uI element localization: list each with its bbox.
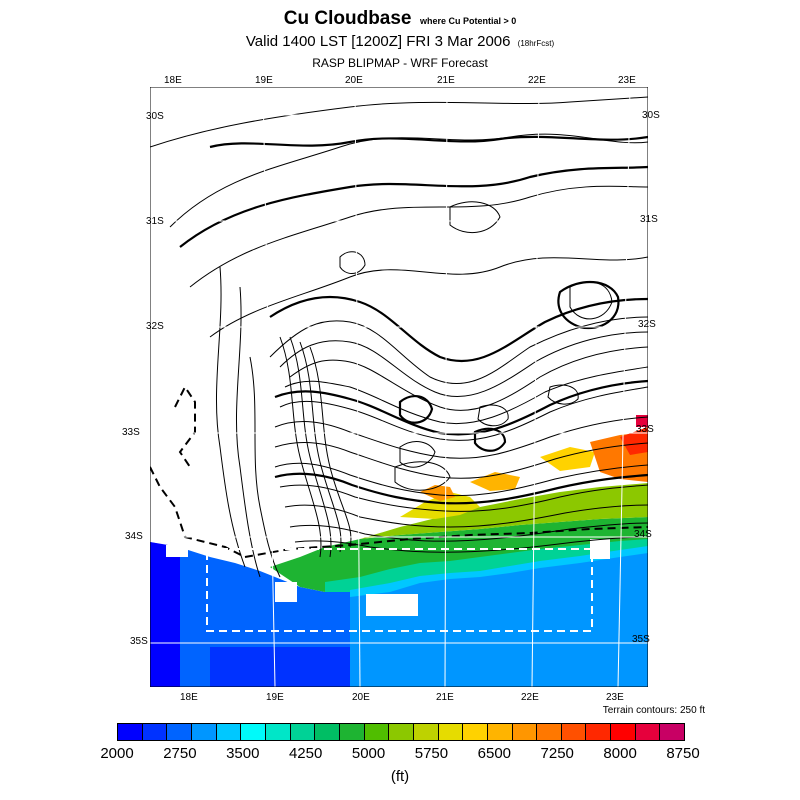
colorbar-tick-label: 2000 [100, 745, 134, 762]
colorbar-swatch-20 [611, 724, 636, 740]
yellow-patch [400, 492, 480, 519]
chart-title: Cu Cloudbase [283, 8, 412, 29]
colorbar-swatch-2 [167, 724, 192, 740]
no-data-cell-2 [275, 582, 297, 602]
colorbar-swatch-15 [487, 724, 513, 740]
colorbar-swatch-9 [339, 724, 365, 740]
colorbar-tick-label: 7250 [540, 745, 574, 762]
colorbar-tick-label: 5750 [414, 745, 449, 762]
colorbar-tick-label: 8000 [603, 745, 637, 762]
ocean-deep [150, 542, 180, 687]
lat-label-left-33s: 33S [122, 427, 140, 438]
colorbar-swatch-4 [216, 724, 242, 740]
lat-label-left-32s: 32S [146, 321, 164, 332]
colorbar-swatch-1 [142, 724, 168, 740]
yellow-green-patch [360, 483, 648, 539]
orange-patch-2 [470, 472, 520, 491]
colorbar-swatch-0 [118, 724, 143, 740]
green-light-band [325, 539, 648, 592]
lon-label-top-19e: 19E [255, 75, 273, 86]
lon-label-top-18e: 18E [164, 75, 182, 86]
mountain-contours [216, 201, 613, 578]
red-patch [620, 427, 648, 455]
colorbar-swatch-16 [512, 724, 538, 740]
valid-time-line: Valid 1400 LST [1200Z] FRI 3 Mar 2006 (1… [0, 33, 800, 50]
lat-label-right-34s: 34S [634, 529, 652, 540]
colorbar-swatch-14 [463, 724, 488, 740]
lon-label-top-21e: 21E [437, 75, 455, 86]
chart-title-suffix: where Cu Potential > 0 [419, 16, 517, 26]
terrain-contour-note: Terrain contours: 250 ft [602, 705, 705, 716]
lat-label-right-30s: 30S [642, 110, 660, 121]
no-data-cell-3 [166, 545, 188, 557]
colorbar-swatch-13 [438, 724, 464, 740]
colorbar-swatch-19 [586, 724, 612, 740]
colorbar-swatch-8 [315, 724, 340, 740]
orange-patch-3 [540, 447, 595, 471]
lon-label-bottom-23e: 23E [606, 692, 624, 703]
colorbar [117, 723, 685, 741]
colorbar-tick-label: 5000 [351, 745, 386, 762]
colorbar-swatch-18 [561, 724, 587, 740]
colorbar-swatch-5 [241, 724, 266, 740]
lon-label-bottom-20e: 20E [352, 692, 370, 703]
chart-title-block: Cu Cloudbase where Cu Potential > 0 [0, 8, 800, 30]
lon-label-top-23e: 23E [618, 75, 636, 86]
lon-label-top-22e: 22E [528, 75, 546, 86]
colorbar-tick-label: 3500 [226, 745, 260, 762]
model-line: RASP BLIPMAP - WRF Forecast [312, 56, 488, 70]
forecast-map [150, 87, 648, 687]
lat-label-right-35s: 35S [632, 634, 650, 645]
lon-label-bottom-19e: 19E [266, 692, 284, 703]
colorbar-swatch-17 [537, 724, 562, 740]
colorbar-tick-label: 6500 [477, 745, 512, 762]
lat-label-right-32s: 32S [638, 319, 656, 330]
colorbar-swatch-7 [290, 724, 316, 740]
lon-label-bottom-22e: 22E [521, 692, 539, 703]
colorbar-swatch-21 [635, 724, 661, 740]
colorbar-units: (ft) [390, 768, 410, 785]
cyan-band [350, 546, 648, 597]
forecast-note: (18hrFcst) [517, 39, 555, 48]
lon-label-bottom-18e: 18E [180, 692, 198, 703]
no-data-cell-1 [366, 594, 418, 616]
green-band [270, 517, 648, 592]
colorbar-swatch-11 [389, 724, 414, 740]
lon-label-bottom-21e: 21E [436, 692, 454, 703]
lat-label-left-34s: 34S [125, 531, 143, 542]
no-data-cell-4 [590, 539, 610, 559]
colorbar-swatch-10 [364, 724, 390, 740]
lat-label-right-33s: 33S [636, 424, 654, 435]
lat-label-left-35s: 35S [130, 636, 148, 647]
colorbar-tick-label: 2750 [163, 745, 197, 762]
valid-time: Valid 1400 LST [1200Z] FRI 3 Mar 2006 [245, 33, 511, 50]
coastline-dashed-2 [174, 385, 196, 468]
lat-label-right-31s: 31S [640, 214, 658, 225]
lat-lon-grid [150, 87, 648, 687]
colorbar-swatch-3 [191, 724, 217, 740]
colorbar-tick-label: 8750 [666, 745, 700, 762]
colorbar-swatch-6 [265, 724, 291, 740]
ocean-deep-2 [210, 647, 350, 687]
lat-label-left-31s: 31S [146, 216, 164, 227]
lon-label-top-20e: 20E [345, 75, 363, 86]
lat-label-left-30s: 30S [146, 111, 164, 122]
colorbar-swatch-12 [413, 724, 439, 740]
colorbar-swatch-22 [660, 724, 685, 740]
colorbar-tick-label: 4250 [288, 745, 323, 762]
